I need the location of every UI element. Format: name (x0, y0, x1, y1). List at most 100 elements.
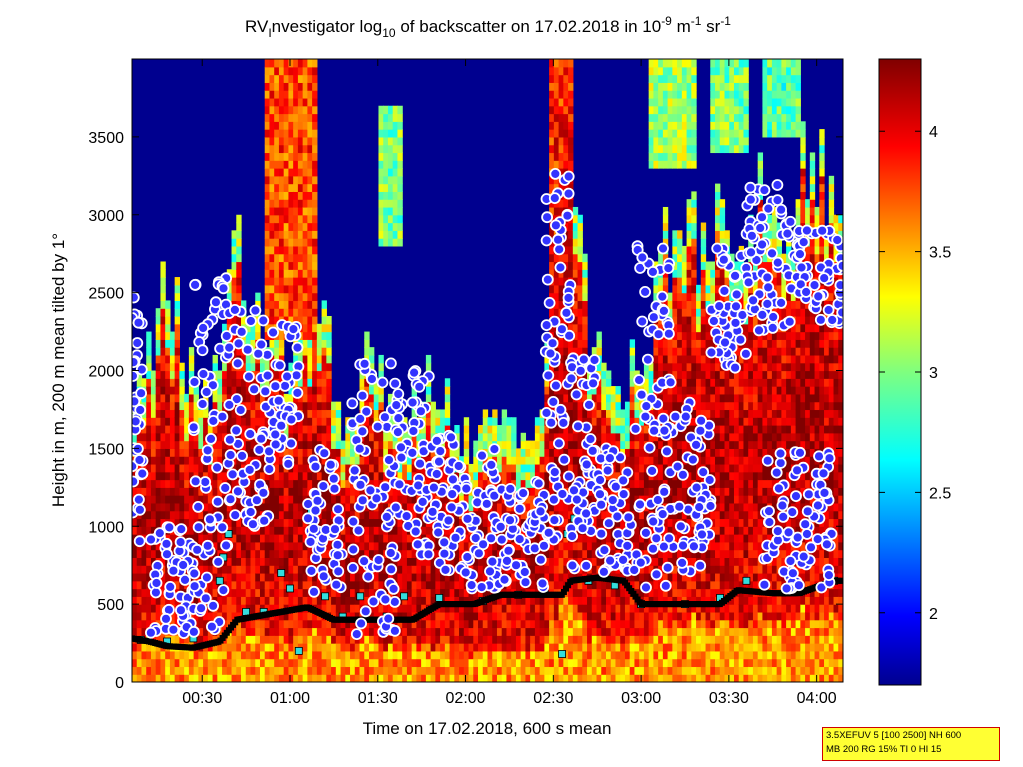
heatmap-cell (174, 370, 180, 379)
heatmap-cell (369, 627, 375, 636)
heatmap-cell (601, 409, 607, 418)
heatmap-cell (639, 674, 645, 682)
heatmap-cell (150, 440, 157, 449)
heatmap-cell (236, 269, 242, 278)
heatmap-cell (378, 230, 384, 239)
heatmap-cell (563, 59, 569, 68)
heatmap-cell (179, 456, 185, 465)
heatmap-cell (288, 277, 294, 286)
heatmap-cell (634, 611, 640, 621)
heatmap-cell (297, 572, 304, 582)
heatmap-cell (283, 113, 290, 122)
heatmap-cell (402, 541, 408, 551)
heatmap-cell (478, 674, 484, 682)
heatmap-cell (425, 362, 432, 372)
heatmap-cell (278, 191, 285, 200)
heatmap-cell (269, 534, 275, 543)
heatmap-cell (563, 440, 569, 449)
heatmap-cell (515, 643, 522, 652)
heatmap-cell (572, 580, 579, 590)
heatmap-cell (591, 635, 598, 644)
heatmap-cell (606, 666, 612, 675)
heatmap-cell (397, 199, 403, 208)
heatmap-cell (278, 253, 285, 263)
heatmap-cell (198, 674, 204, 682)
heatmap-cell (525, 643, 531, 652)
heatmap-cell (411, 409, 417, 418)
heatmap-cell (245, 580, 252, 590)
heatmap-cell (468, 611, 474, 621)
heatmap-cell (326, 565, 332, 574)
heatmap-cell (501, 463, 508, 473)
heatmap-cell (250, 378, 256, 387)
heatmap-cell (634, 658, 640, 668)
heatmap-cell (549, 674, 555, 682)
heatmap-cell (582, 284, 588, 294)
heatmap-cell (553, 432, 560, 442)
heatmap-cell (231, 518, 237, 527)
heatmap-cell (430, 643, 436, 652)
heatmap-cell (387, 199, 394, 208)
heatmap-cell (478, 627, 484, 636)
heatmap-cell (629, 440, 636, 449)
heatmap-cell (312, 479, 318, 488)
heatmap-cell (345, 510, 351, 520)
heatmap-cell (207, 440, 214, 449)
heatmap-cell (160, 386, 166, 395)
heatmap-cell (321, 674, 327, 682)
heatmap-cell (340, 674, 346, 682)
heatmap-cell (430, 658, 436, 668)
heatmap-cell (264, 261, 271, 270)
heatmap-cell (293, 129, 299, 138)
heatmap-cell (245, 448, 252, 457)
heatmap-cell (568, 105, 574, 115)
heatmap-cell (369, 510, 375, 520)
heatmap-cell (274, 315, 280, 325)
heatmap-cell (425, 386, 432, 395)
heatmap-cell (383, 144, 389, 154)
heatmap-cell (553, 90, 560, 99)
heatmap-cell (572, 432, 579, 442)
heatmap-cell (250, 331, 256, 340)
heatmap-cell (150, 611, 157, 621)
heatmap-cell (572, 238, 579, 247)
heatmap-cell (369, 456, 375, 465)
heatmap-cell (454, 619, 460, 629)
heatmap-cell (506, 448, 512, 457)
heatmap-cell (359, 378, 365, 387)
heatmap-cell (307, 549, 313, 558)
heatmap-cell (141, 549, 147, 558)
heatmap-cell (297, 479, 304, 488)
heatmap-cell (155, 463, 162, 473)
heatmap-cell (449, 588, 455, 597)
heatmap-cell (269, 572, 275, 582)
heatmap-cell (572, 674, 579, 682)
heatmap-cell (288, 206, 294, 216)
heatmap-cell (606, 627, 612, 636)
heatmap-cell (539, 596, 545, 605)
heatmap-cell (558, 113, 564, 122)
heatmap-cell (297, 596, 304, 605)
heatmap-cell (283, 425, 290, 434)
heatmap-cell (255, 572, 261, 582)
heatmap-cell (525, 650, 531, 660)
heatmap-cell (307, 378, 313, 387)
heatmap-cell (231, 611, 237, 621)
heatmap-cell (293, 308, 299, 317)
heatmap-cell (179, 635, 185, 644)
heatmap-cell (615, 650, 621, 660)
heatmap-cell (160, 323, 166, 333)
heatmap-cell (136, 658, 143, 668)
heatmap-cell (634, 471, 640, 481)
heatmap-cell (331, 448, 337, 457)
heatmap-cell (530, 627, 536, 636)
heatmap-cell (501, 674, 508, 682)
heatmap-cell (416, 510, 422, 520)
heatmap-cell (245, 487, 252, 496)
heatmap-cell (278, 347, 285, 356)
heatmap-cell (174, 331, 180, 340)
heatmap-cell (231, 347, 237, 356)
heatmap-cell (160, 354, 166, 364)
heatmap-cell (563, 253, 569, 263)
heatmap-cell (297, 541, 304, 551)
